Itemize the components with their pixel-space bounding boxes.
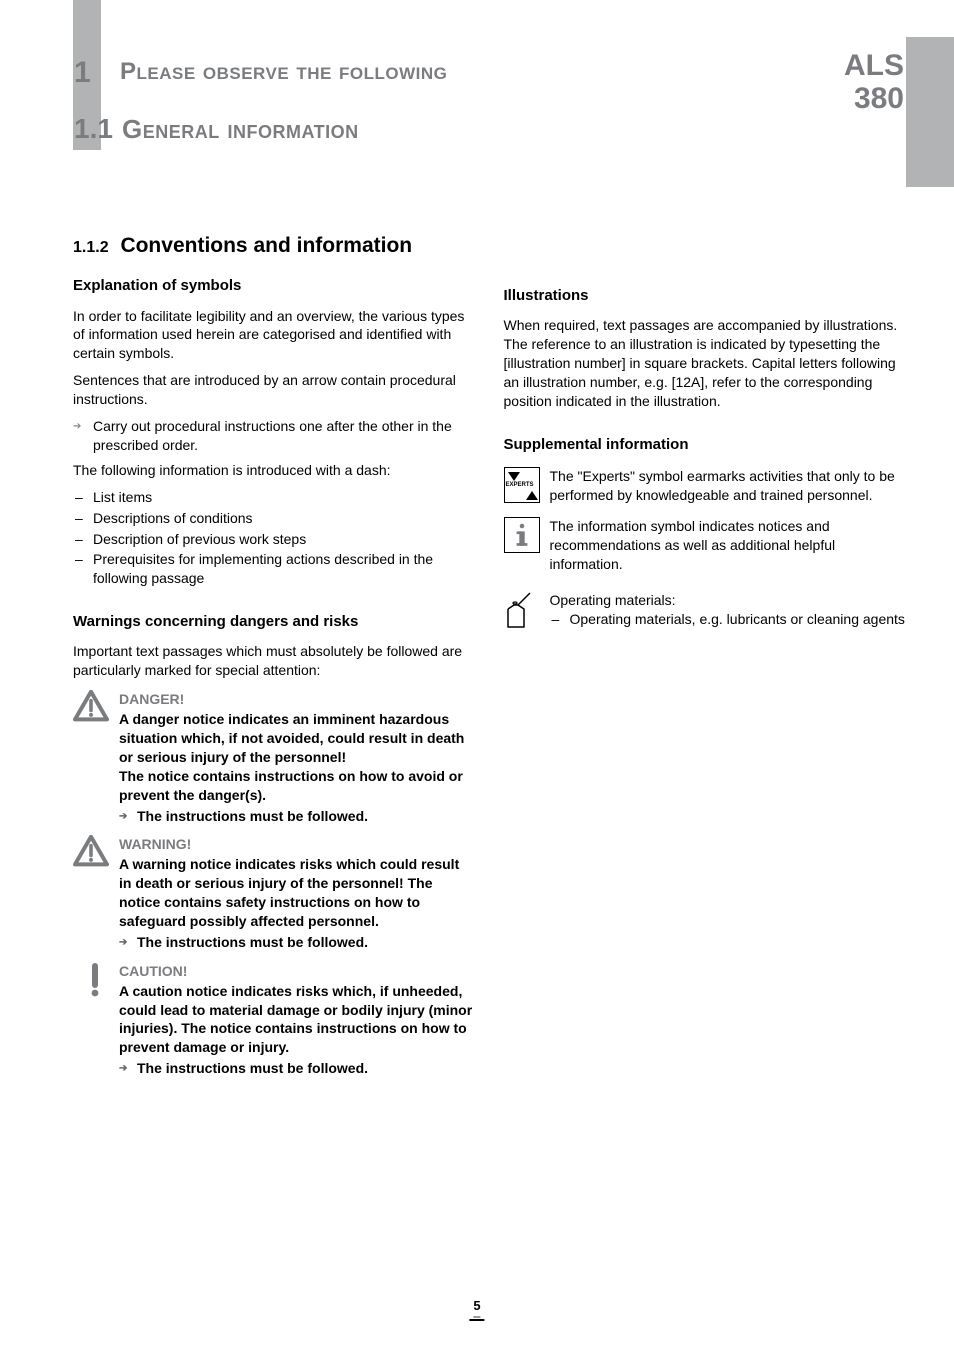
h3-supplemental: Supplemental information (504, 435, 907, 455)
chapter-number: 1 (74, 53, 91, 94)
caution-arrow: The instructions must be followed. (119, 1059, 476, 1078)
info-block: The information symbol indicates notices… (504, 517, 907, 574)
product-line1: ALS (844, 49, 904, 82)
info-text: The information symbol indicates notices… (550, 517, 907, 574)
product-name: ALS 380 (844, 49, 904, 115)
p-symbols-intro: In order to facilitate legibility and an… (73, 307, 476, 364)
section-title: General information (122, 112, 359, 147)
subsection-number: 1.1.2 (73, 239, 109, 256)
right-column: Illustrations When required, text passag… (504, 232, 907, 1078)
page-number: 5 (469, 1297, 484, 1321)
h3-warnings: Warnings concerning dangers and risks (73, 612, 476, 632)
caution-heading: CAUTION! (119, 962, 476, 981)
side-gray-bar (906, 37, 954, 187)
oil-heading: Operating materials: (550, 591, 907, 610)
h3-explanation-symbols: Explanation of symbols (73, 276, 476, 296)
warning-block: WARNING! A warning notice indicates risk… (73, 835, 476, 951)
section-number: 1.1 (74, 110, 113, 148)
danger-arrow: The instructions must be followed. (119, 807, 476, 826)
warning-arrow: The instructions must be followed. (119, 933, 476, 952)
dash-item: Prerequisites for implementing actions d… (73, 550, 476, 588)
arrow-carryout: Carry out procedural instructions one af… (73, 417, 476, 455)
experts-label: EXPERTS (506, 481, 534, 489)
oil-can-icon (504, 591, 534, 631)
chapter-title: Please observe the following (120, 56, 447, 88)
info-icon (504, 517, 540, 553)
danger-triangle-icon (73, 690, 109, 722)
warning-triangle-icon (73, 835, 109, 867)
warning-heading: WARNING! (119, 835, 476, 854)
p-dash-intro: The following information is introduced … (73, 461, 476, 480)
p-arrow-sentences: Sentences that are introduced by an arro… (73, 371, 476, 409)
caution-exclamation-icon (81, 962, 109, 998)
caution-text: A caution notice indicates risks which, … (119, 982, 476, 1058)
p-warnings-intro: Important text passages which must absol… (73, 642, 476, 680)
danger-block: DANGER! A danger notice indicates an imm… (73, 690, 476, 825)
product-line2: 380 (854, 82, 904, 115)
dash-list: List items Descriptions of conditions De… (73, 488, 476, 588)
danger-heading: DANGER! (119, 690, 476, 709)
p-illustrations: When required, text passages are accompa… (504, 316, 907, 410)
subsection-title: Conventions and information (120, 234, 412, 257)
experts-text: The "Experts" symbol earmarks activities… (550, 467, 907, 505)
caution-block: CAUTION! A caution notice indicates risk… (73, 962, 476, 1078)
warning-text: A warning notice indicates risks which c… (119, 855, 476, 931)
h3-illustrations: Illustrations (504, 286, 907, 306)
oil-item: Operating materials, e.g. lubricants or … (550, 610, 907, 629)
dash-item: List items (73, 488, 476, 507)
dash-item: Descriptions of conditions (73, 509, 476, 528)
experts-icon: EXPERTS (504, 467, 540, 503)
experts-block: EXPERTS The "Experts" symbol earmarks ac… (504, 467, 907, 505)
oil-block: Operating materials: Operating materials… (504, 591, 907, 636)
dash-item: Description of previous work steps (73, 530, 476, 549)
content-wrapper: 1.1.2 Conventions and information Explan… (73, 232, 906, 1078)
left-column: 1.1.2 Conventions and information Explan… (73, 232, 476, 1078)
subsection-heading: 1.1.2 Conventions and information (73, 232, 476, 260)
danger-text: A danger notice indicates an imminent ha… (119, 710, 476, 804)
